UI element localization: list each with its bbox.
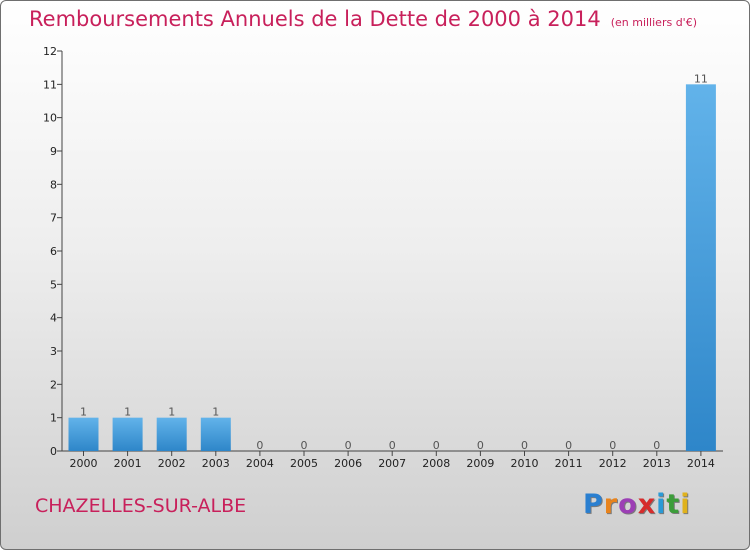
logo-letter: r [603,489,619,520]
chart-title: Remboursements Annuels de la Dette de 20… [29,7,697,31]
x-tick-label: 2001 [114,457,142,470]
logo-letter: P [583,489,604,520]
logo-letter: t [666,489,681,520]
bar [685,84,716,451]
x-tick-label: 2004 [246,457,274,470]
bar [112,417,143,451]
data-label: 0 [301,439,308,452]
x-tick-label: 2014 [687,457,715,470]
data-label: 0 [609,439,616,452]
data-label: 0 [345,439,352,452]
data-label: 1 [168,406,175,419]
data-label: 0 [565,439,572,452]
data-label: 0 [256,439,263,452]
proxiti-logo: Proxiti [583,489,691,520]
y-tick-label: 7 [50,212,57,225]
x-tick-label: 2005 [290,457,318,470]
y-tick-label: 3 [50,345,57,358]
y-tick-label: 1 [50,412,57,425]
data-label: 1 [80,406,87,419]
y-tick-label: 0 [50,445,57,458]
x-tick-label: 2002 [158,457,186,470]
x-tick-label: 2000 [70,457,98,470]
y-tick-label: 4 [50,312,57,325]
logo-letter: o [618,489,638,520]
x-tick-label: 2013 [643,457,671,470]
bars [68,84,716,451]
y-tick-label: 8 [50,178,57,191]
y-tick-label: 12 [43,45,57,58]
y-tick-label: 6 [50,245,57,258]
bar [68,417,99,451]
data-label: 0 [653,439,660,452]
labels: 2000 1 2001 1 2002 1 2003 1 2004 0 2005 0 2006 0 2007 0… [70,72,715,470]
data-label: 0 [389,439,396,452]
data-label: 11 [694,72,708,85]
x-tick-label: 2010 [511,457,539,470]
x-tick-label: 2011 [555,457,583,470]
data-label: 1 [124,406,131,419]
commune-name: CHAZELLES-SUR-ALBE [35,495,247,517]
logo-letter: i [656,489,667,520]
x-tick-label: 2007 [378,457,406,470]
data-label: 0 [477,439,484,452]
chart-subtitle: (en milliers d'€) [610,16,697,29]
data-label: 1 [212,406,219,419]
x-tick-label: 2008 [422,457,450,470]
x-tick-label: 2012 [599,457,627,470]
y-tick-label: 11 [43,78,57,91]
x-tick-label: 2009 [466,457,494,470]
bar [200,417,231,451]
logo-letter: x [637,489,657,520]
y-tick-label: 5 [50,278,57,291]
data-label: 0 [521,439,528,452]
data-label: 0 [433,439,440,452]
x-tick-label: 2006 [334,457,362,470]
y-tick-label: 10 [43,112,57,125]
logo-letter: i [680,489,691,520]
bar [156,417,187,451]
chart-title-text: Remboursements Annuels de la Dette de 20… [29,7,601,31]
y-tick-label: 2 [50,378,57,391]
y-tick-label: 9 [50,145,57,158]
x-tick-label: 2003 [202,457,230,470]
